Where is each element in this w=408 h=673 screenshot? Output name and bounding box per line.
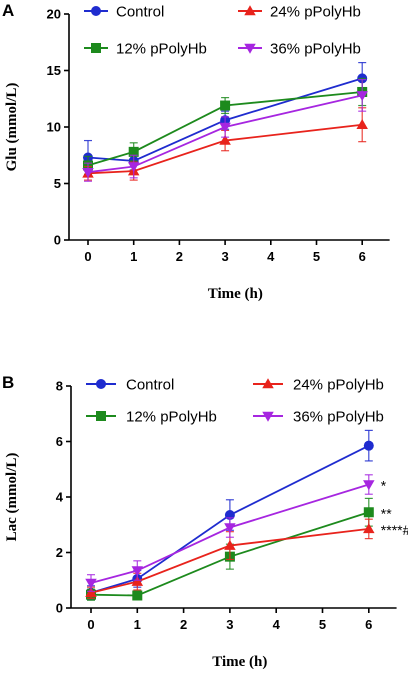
x-tick-label: 1 (130, 249, 137, 264)
y-tick-label: 2 (56, 545, 63, 560)
legend-label: Control (126, 377, 174, 394)
legend-marker (91, 43, 101, 53)
legend-marker (96, 411, 106, 421)
x-tick-label: 2 (176, 249, 183, 264)
y-tick-label: 8 (56, 379, 63, 394)
legend-marker (244, 43, 256, 54)
legend-marker (96, 379, 106, 389)
x-tick-label: 6 (359, 249, 366, 264)
data-point (219, 122, 231, 133)
y-tick-label: 4 (56, 490, 64, 505)
significance-label: ** (381, 505, 392, 521)
x-axis-title: Time (h) (212, 654, 267, 670)
legend: Control 24% pPolyHb 12% pPolyHb 36% pPolyHb (84, 4, 361, 58)
series-line (87, 91, 363, 167)
data-point (224, 539, 236, 550)
legend-label: 12% pPolyHb (126, 409, 217, 426)
series-line (87, 94, 363, 174)
legend-label: 12% pPolyHb (116, 41, 207, 58)
x-tick-label: 4 (267, 249, 275, 264)
series-control (86, 429, 374, 601)
data-point (132, 590, 143, 601)
x-tick-label: 5 (313, 249, 320, 264)
chart-panel-a: A 0 5 10 15 20 0 1 2 3 4 5 6 Time (h) Glu (mmol/L) Cont… (2, 1, 390, 302)
legend-marker (262, 378, 274, 389)
data-point (363, 507, 374, 518)
series-line (90, 483, 370, 584)
series-24-ppolyhb (85, 518, 375, 599)
data-point (356, 118, 368, 129)
series-24-ppolyhb (82, 107, 368, 181)
y-tick-label: 15 (47, 63, 61, 78)
series-line (90, 444, 370, 594)
y-tick-label: 6 (56, 434, 63, 449)
series-line (87, 123, 363, 175)
legend-item: 24% pPolyHb (253, 377, 384, 394)
legend-item: 36% pPolyHb (253, 409, 384, 426)
data-point (224, 523, 236, 534)
x-tick-label: 3 (221, 249, 228, 264)
y-tick-label: 20 (47, 7, 61, 22)
series-line (90, 511, 370, 597)
data-point (128, 146, 139, 157)
x-tick-label: 6 (365, 617, 372, 632)
legend-marker (244, 5, 256, 16)
data-point (85, 586, 97, 597)
data-point (363, 480, 375, 491)
y-tick-label: 10 (47, 120, 61, 135)
data-point (220, 100, 231, 111)
legend-item: 36% pPolyHb (238, 41, 361, 58)
legend-item: Control (84, 4, 164, 21)
y-axis-title: Glu (mmol/L) (4, 83, 20, 172)
panel-label: B (2, 373, 14, 392)
legend-marker (91, 6, 101, 16)
legend-item: 12% pPolyHb (84, 41, 207, 58)
legend: Control 24% pPolyHb 12% pPolyHb 36% pPolyHb (86, 377, 384, 426)
x-tick-label: 2 (180, 617, 187, 632)
legend-marker (262, 411, 274, 422)
data-point (127, 162, 140, 173)
data-point (85, 578, 97, 589)
legend-label: Control (116, 4, 164, 21)
data-point (131, 566, 144, 577)
x-tick-label: 4 (273, 617, 281, 632)
data-point (219, 134, 231, 145)
legend-item: Control (86, 377, 174, 394)
legend-label: 36% pPolyHb (293, 409, 384, 426)
legend-item: 12% pPolyHb (86, 409, 217, 426)
y-tick-label: 0 (54, 233, 61, 248)
legend-label: 24% pPolyHb (270, 4, 361, 21)
x-tick-label: 0 (84, 249, 91, 264)
series-36-ppolyhb (82, 78, 368, 182)
x-tick-label: 3 (226, 617, 233, 632)
panel-label: A (2, 1, 14, 20)
data-point (363, 440, 374, 451)
data-point (356, 91, 368, 102)
series-36-ppolyhb (85, 474, 375, 592)
legend-label: 36% pPolyHb (270, 41, 361, 58)
data-point (131, 575, 144, 586)
x-tick-label: 0 (87, 617, 94, 632)
y-tick-label: 5 (54, 176, 61, 191)
y-axis-title: Lac (mmol/L) (4, 453, 20, 542)
significance-label: * (381, 478, 387, 494)
x-axis-title: Time (h) (208, 286, 263, 302)
significance-label: ****# (381, 522, 408, 538)
data-point (82, 167, 94, 178)
x-tick-label: 5 (319, 617, 326, 632)
legend-item: 24% pPolyHb (238, 4, 361, 21)
series-line (90, 528, 369, 594)
y-tick-label: 0 (56, 601, 63, 616)
x-tick-label: 1 (134, 617, 141, 632)
data-point (363, 523, 375, 534)
legend-label: 24% pPolyHb (293, 377, 384, 394)
